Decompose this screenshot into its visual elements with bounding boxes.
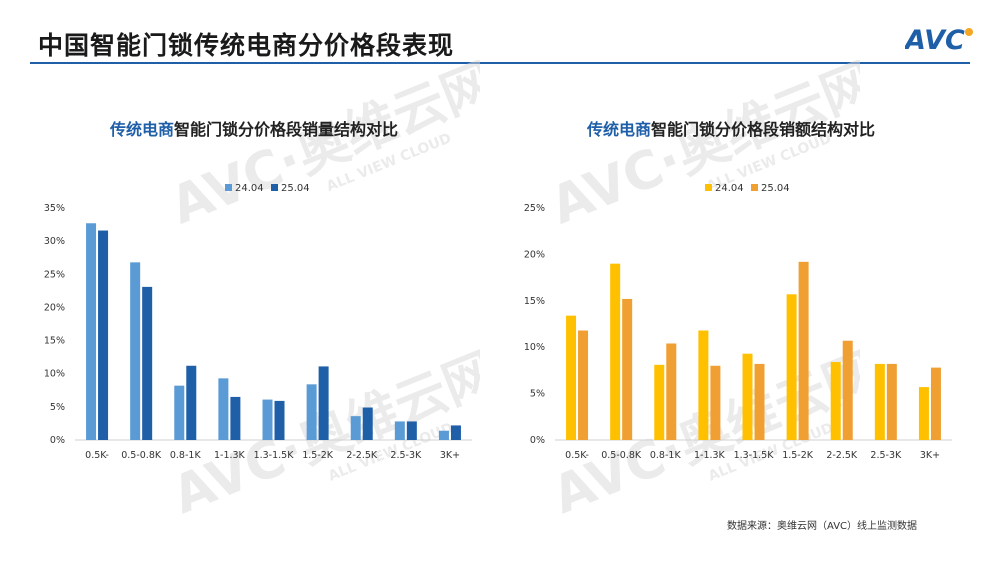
x-tick-label: 0.5K- <box>85 450 109 461</box>
chart-title-text: 智能门锁分价格段销量结构对比 <box>174 120 399 139</box>
bar-25.04 <box>710 365 721 440</box>
bar-25.04 <box>186 365 197 440</box>
bar-25.04 <box>622 298 633 440</box>
title-divider <box>30 62 970 64</box>
bar-24.04 <box>830 362 841 440</box>
chart-title-highlight: 传统电商 <box>110 120 175 139</box>
bar-24.04 <box>610 263 621 440</box>
bar-24.04 <box>394 421 405 440</box>
x-tick-label: 0.5-0.8K <box>121 450 162 461</box>
chart-title-highlight: 传统电商 <box>587 120 652 139</box>
bar-25.04 <box>362 407 373 440</box>
chart-title-revenue: 传统电商智能门锁分价格段销额结构对比 <box>587 116 875 140</box>
bar-24.04 <box>874 363 885 440</box>
legend-swatch <box>751 184 758 191</box>
y-tick-label: 35% <box>44 203 65 214</box>
bar-25.04 <box>450 425 461 440</box>
bar-24.04 <box>174 385 185 440</box>
data-source-note: 数据来源：奥维云网（AVC）线上监测数据 <box>727 521 918 532</box>
bar-25.04 <box>754 363 765 440</box>
revenue-share-bar-chart: 24.04 25.04 0% 5% 10% 15% 20% 25% 0.5K- 0.5-0.8K 0… <box>524 183 952 461</box>
y-tick-label: 0% <box>50 435 65 446</box>
bar-25.04 <box>798 261 809 440</box>
bar-24.04 <box>306 384 317 440</box>
y-tick-label: 10% <box>44 369 65 380</box>
y-tick-label: 5% <box>530 389 545 400</box>
bar-25.04 <box>406 421 417 440</box>
legend-swatch <box>705 184 712 191</box>
x-tick-label: 3K+ <box>440 450 460 461</box>
bar-25.04 <box>318 366 329 440</box>
x-tick-label: 1.5-2K <box>302 450 334 461</box>
bar-24.04 <box>130 262 141 440</box>
y-tick-label: 5% <box>50 402 65 413</box>
legend-label: 24.04 <box>235 183 264 194</box>
chart-legend: 24.04 25.04 <box>705 183 790 194</box>
x-tick-label: 0.5K- <box>565 450 589 461</box>
x-tick-label: 2-2.5K <box>346 450 378 461</box>
bar-24.04 <box>350 416 361 440</box>
bar-25.04 <box>842 340 853 440</box>
bar-25.04 <box>142 286 153 440</box>
x-tick-label: 1-1.3K <box>214 450 246 461</box>
legend-swatch <box>225 184 232 191</box>
bar-25.04 <box>578 330 589 440</box>
page-title: 中国智能门锁传统电商分价格段表现 <box>38 31 455 60</box>
bar-25.04 <box>930 367 941 440</box>
bar-24.04 <box>742 353 753 440</box>
x-tick-label: 0.5-0.8K <box>601 450 642 461</box>
bar-24.04 <box>918 387 929 440</box>
y-tick-label: 0% <box>530 435 545 446</box>
bar-25.04 <box>230 396 241 440</box>
bar-24.04 <box>218 378 229 440</box>
y-tick-label: 15% <box>44 336 65 347</box>
bar-24.04 <box>86 223 97 440</box>
bar-24.04 <box>654 364 665 440</box>
avc-logo: AVC <box>905 25 973 56</box>
bar-24.04 <box>786 294 797 440</box>
x-tick-label: 0.8-1K <box>650 450 682 461</box>
y-tick-label: 30% <box>44 236 65 247</box>
logo-dot <box>965 28 973 36</box>
chart-title-volume: 传统电商智能门锁分价格段销量结构对比 <box>110 116 398 140</box>
legend-label: 25.04 <box>761 183 790 194</box>
bar-24.04 <box>566 315 577 440</box>
legend-label: 25.04 <box>281 183 310 194</box>
y-tick-label: 20% <box>524 249 545 260</box>
volume-share-bar-chart: 24.04 25.04 0% 5% 10% 15% 20% 25% 30% 35% 0.5K- 0.5… <box>44 183 472 461</box>
x-tick-label: 3K+ <box>920 450 940 461</box>
bar-25.04 <box>886 363 897 440</box>
x-tick-label: 2.5-3K <box>390 450 422 461</box>
chart-legend: 24.04 25.04 <box>225 183 310 194</box>
y-tick-label: 25% <box>44 269 65 280</box>
x-tick-label: 0.8-1K <box>170 450 202 461</box>
x-tick-label: 1.3-1.5K <box>734 450 775 461</box>
logo-text: AVC <box>905 25 965 56</box>
x-tick-label: 1.3-1.5K <box>254 450 295 461</box>
bar-25.04 <box>666 343 677 440</box>
x-tick-label: 2.5-3K <box>870 450 902 461</box>
chart-title-text: 智能门锁分价格段销额结构对比 <box>651 120 876 139</box>
y-tick-label: 15% <box>524 296 545 307</box>
legend-swatch <box>271 184 278 191</box>
bar-24.04 <box>698 330 709 440</box>
bar-24.04 <box>438 430 449 440</box>
y-tick-label: 20% <box>44 302 65 313</box>
x-tick-label: 1.5-2K <box>782 450 814 461</box>
legend-label: 24.04 <box>715 183 744 194</box>
bar-25.04 <box>274 400 285 440</box>
x-tick-label: 2-2.5K <box>826 450 858 461</box>
y-tick-label: 25% <box>524 203 545 214</box>
x-tick-label: 1-1.3K <box>694 450 726 461</box>
y-tick-label: 10% <box>524 342 545 353</box>
bar-24.04 <box>262 399 273 440</box>
bar-25.04 <box>98 230 109 440</box>
